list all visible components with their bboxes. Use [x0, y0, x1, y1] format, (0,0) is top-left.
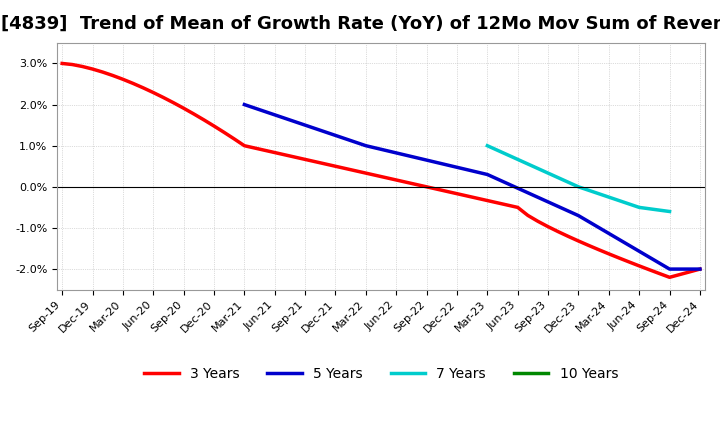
5 Years: [331, 133, 340, 138]
5 Years: [696, 267, 704, 272]
7 Years: [574, 184, 582, 190]
5 Years: [463, 167, 472, 172]
3 Years: [665, 275, 674, 280]
5 Years: [321, 129, 330, 135]
5 Years: [423, 158, 431, 163]
Line: 3 Years: 3 Years: [62, 63, 700, 277]
5 Years: [645, 255, 654, 260]
Line: 5 Years: 5 Years: [244, 105, 700, 269]
5 Years: [250, 105, 258, 110]
3 Years: [372, 173, 380, 178]
5 Years: [341, 136, 350, 142]
7 Years: [493, 148, 502, 153]
5 Years: [351, 139, 360, 145]
5 Years: [523, 190, 532, 195]
5 Years: [635, 249, 644, 254]
7 Years: [503, 152, 512, 158]
5 Years: [595, 225, 603, 230]
5 Years: [281, 116, 289, 121]
5 Years: [433, 160, 441, 165]
7 Years: [595, 191, 603, 196]
7 Years: [523, 161, 532, 167]
5 Years: [402, 153, 410, 158]
5 Years: [685, 267, 694, 272]
Title: [4839]  Trend of Mean of Growth Rate (YoY) of 12Mo Mov Sum of Revenues: [4839] Trend of Mean of Growth Rate (YoY…: [1, 15, 720, 33]
5 Years: [493, 176, 502, 182]
5 Years: [574, 213, 582, 218]
7 Years: [635, 205, 644, 210]
7 Years: [564, 180, 572, 185]
5 Years: [554, 204, 562, 209]
3 Years: [696, 267, 704, 272]
5 Years: [473, 169, 482, 175]
5 Years: [564, 209, 572, 214]
7 Years: [534, 166, 542, 171]
5 Years: [584, 219, 593, 224]
7 Years: [513, 157, 522, 162]
7 Years: [584, 187, 593, 193]
7 Years: [625, 202, 634, 207]
3 Years: [473, 196, 482, 201]
5 Years: [625, 243, 634, 248]
5 Years: [271, 112, 279, 117]
5 Years: [382, 148, 390, 153]
5 Years: [311, 126, 320, 131]
3 Years: [58, 61, 66, 66]
5 Years: [655, 260, 664, 266]
5 Years: [615, 237, 624, 242]
5 Years: [675, 267, 684, 272]
5 Years: [544, 199, 552, 205]
5 Years: [291, 119, 300, 125]
5 Years: [443, 162, 451, 168]
5 Years: [240, 102, 248, 107]
7 Years: [483, 143, 492, 148]
7 Years: [544, 170, 552, 176]
7 Years: [615, 198, 624, 203]
Legend: 3 Years, 5 Years, 7 Years, 10 Years: 3 Years, 5 Years, 7 Years, 10 Years: [138, 361, 624, 386]
5 Years: [483, 172, 492, 177]
7 Years: [655, 208, 664, 213]
7 Years: [554, 175, 562, 180]
5 Years: [392, 150, 400, 156]
5 Years: [261, 109, 269, 114]
5 Years: [301, 122, 310, 128]
3 Years: [321, 161, 330, 167]
5 Years: [361, 143, 370, 148]
5 Years: [605, 231, 613, 236]
5 Years: [412, 155, 420, 160]
Line: 7 Years: 7 Years: [487, 146, 670, 212]
5 Years: [665, 267, 674, 272]
7 Years: [665, 209, 674, 214]
7 Years: [645, 206, 654, 211]
5 Years: [513, 186, 522, 191]
3 Years: [139, 85, 148, 91]
3 Years: [463, 193, 472, 198]
5 Years: [453, 165, 462, 170]
5 Years: [372, 146, 380, 151]
5 Years: [534, 195, 542, 200]
7 Years: [605, 194, 613, 200]
3 Years: [412, 182, 420, 187]
5 Years: [503, 181, 512, 186]
